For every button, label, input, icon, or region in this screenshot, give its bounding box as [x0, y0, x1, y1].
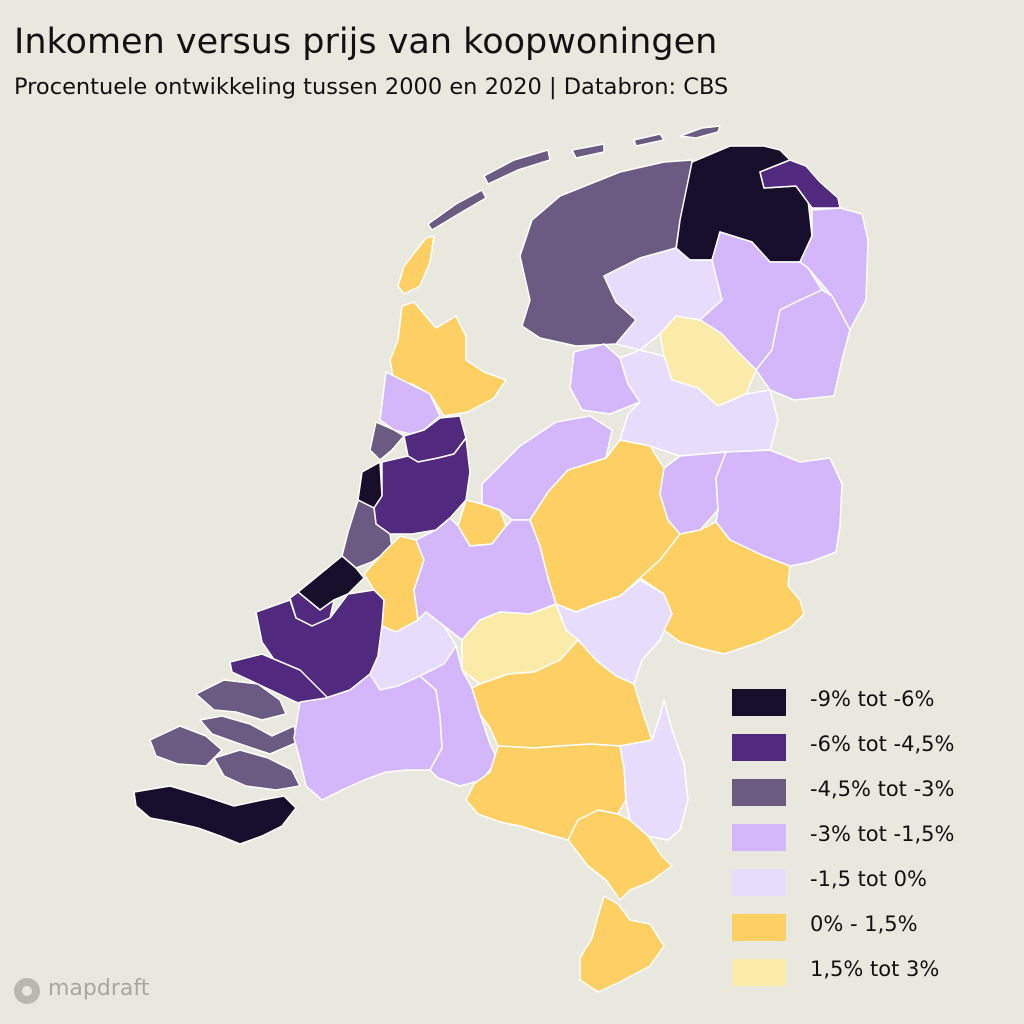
region-ameland[interactable]	[571, 143, 605, 159]
legend-swatch	[732, 959, 786, 986]
legend-label: -4,5% tot -3%	[810, 777, 955, 801]
legend-label: -3% tot -1,5%	[810, 822, 955, 846]
legend-label: -6% tot -4,5%	[810, 732, 955, 756]
region-zuid-beveland[interactable]	[213, 749, 301, 791]
region-schiermonnikoog[interactable]	[633, 133, 665, 147]
mapdraft-logo-icon	[14, 978, 40, 1004]
map-title: Inkomen versus prijs van koopwoningen	[14, 22, 718, 62]
region-achterhoek[interactable]	[639, 521, 805, 655]
region-schouwen[interactable]	[195, 679, 287, 721]
legend-swatch	[732, 824, 786, 851]
region-noord-overijssel[interactable]	[619, 349, 779, 457]
brand-name: mapdraft	[48, 976, 150, 1001]
region-ijmond[interactable]	[369, 421, 405, 461]
legend-label: -1,5 tot 0%	[810, 867, 927, 891]
map-subtitle: Procentuele ontwikkeling tussen 2000 en …	[14, 74, 729, 100]
region-texel[interactable]	[397, 235, 435, 295]
region-rottumeroog[interactable]	[679, 125, 721, 139]
region-terschelling[interactable]	[483, 149, 551, 185]
region-twente[interactable]	[715, 449, 843, 567]
legend-label: 1,5% tot 3%	[810, 957, 940, 981]
region-zuidoost-drenthe[interactable]	[755, 289, 851, 401]
legend-swatch	[732, 689, 786, 716]
legend-swatch	[732, 779, 786, 806]
region-vlieland[interactable]	[427, 189, 487, 231]
region-delfzijl[interactable]	[759, 159, 841, 209]
legend-label: 0% - 1,5%	[810, 912, 918, 936]
region-zeeuwsch-vlaanderen[interactable]	[133, 785, 297, 845]
legend-label: -9% tot -6%	[810, 687, 935, 711]
region-zuid-limburg[interactable]	[579, 895, 665, 993]
legend-swatch	[732, 914, 786, 941]
region-midden-limburg[interactable]	[567, 809, 673, 901]
region-noord-limburg[interactable]	[619, 699, 689, 841]
legend-swatch	[732, 734, 786, 761]
legend-swatch	[732, 869, 786, 896]
region-twente-west[interactable]	[659, 451, 727, 535]
